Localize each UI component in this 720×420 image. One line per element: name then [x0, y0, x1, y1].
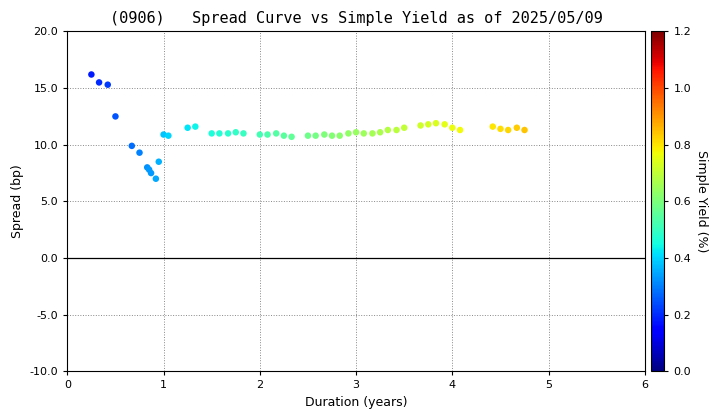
Point	[278, 132, 289, 139]
Point	[343, 130, 354, 137]
Point	[189, 123, 201, 130]
Point	[511, 124, 523, 131]
Point	[439, 121, 451, 128]
Y-axis label: Spread (bp): Spread (bp)	[11, 165, 24, 238]
Point	[302, 132, 314, 139]
Point	[446, 124, 458, 131]
Point	[286, 134, 297, 140]
Point	[503, 127, 514, 134]
Point	[254, 131, 266, 138]
Point	[374, 129, 386, 136]
Point	[150, 176, 161, 182]
Point	[310, 132, 321, 139]
Point	[487, 123, 498, 130]
Y-axis label: Simple Yield (%): Simple Yield (%)	[695, 150, 708, 252]
Point	[518, 127, 530, 134]
Point	[141, 164, 153, 171]
Point	[358, 130, 369, 137]
Point	[153, 158, 164, 165]
Point	[398, 124, 410, 131]
Point	[182, 124, 194, 131]
Point	[238, 130, 249, 137]
Point	[351, 129, 362, 136]
Point	[271, 130, 282, 137]
Point	[102, 81, 114, 88]
Point	[134, 149, 145, 156]
Point	[391, 127, 402, 134]
Point	[126, 142, 138, 149]
Point	[382, 127, 394, 134]
Point	[158, 131, 169, 138]
Point	[326, 132, 338, 139]
Point	[222, 130, 234, 137]
Point	[94, 79, 105, 86]
X-axis label: Duration (years): Duration (years)	[305, 396, 408, 409]
Point	[366, 130, 378, 137]
Point	[262, 131, 274, 138]
Point	[109, 113, 121, 120]
Point	[431, 120, 442, 126]
Point	[495, 126, 506, 132]
Point	[163, 132, 174, 139]
Point	[415, 122, 426, 129]
Point	[334, 132, 346, 139]
Title: (0906)   Spread Curve vs Simple Yield as of 2025/05/09: (0906) Spread Curve vs Simple Yield as o…	[109, 11, 603, 26]
Point	[318, 131, 330, 138]
Point	[423, 121, 434, 128]
Point	[454, 127, 466, 134]
Point	[230, 129, 241, 136]
Point	[145, 170, 157, 176]
Point	[143, 166, 155, 173]
Point	[214, 130, 225, 137]
Point	[206, 130, 217, 137]
Point	[86, 71, 97, 78]
